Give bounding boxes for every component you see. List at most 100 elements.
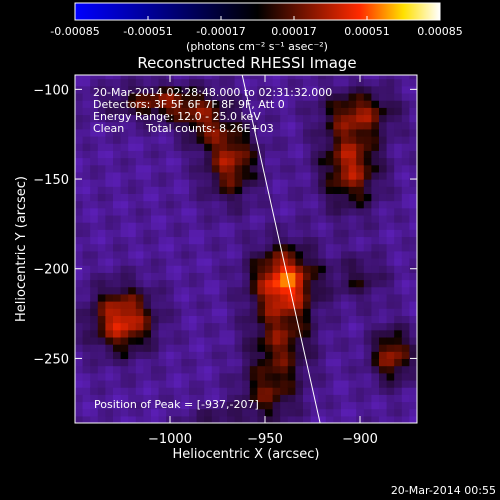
heatmap-cell	[97, 164, 106, 173]
heatmap-cell	[363, 207, 372, 216]
heatmap-cell	[158, 121, 167, 130]
heatmap-cell	[356, 85, 365, 94]
heatmap-cell	[82, 214, 91, 223]
heatmap-cell	[143, 193, 152, 202]
heatmap-cell	[371, 308, 380, 316]
heatmap-cell	[143, 150, 152, 159]
heatmap-cell	[135, 250, 144, 259]
heatmap-cell	[113, 186, 122, 194]
heatmap-cell	[295, 193, 304, 202]
heatmap-cell	[211, 107, 220, 116]
heatmap-cell	[318, 157, 327, 166]
heatmap-cell	[287, 336, 296, 345]
heatmap-cell	[409, 387, 417, 395]
heatmap-cell	[310, 308, 319, 316]
heatmap-cell	[181, 107, 190, 116]
heatmap-cell	[280, 293, 289, 302]
heatmap-cell	[113, 358, 122, 367]
heatmap-cell	[90, 286, 99, 295]
heatmap-cell	[265, 415, 274, 423]
heatmap-cell	[173, 272, 182, 281]
heatmap-cell	[371, 179, 380, 187]
heatmap-cell	[219, 78, 228, 87]
heatmap-cell	[356, 143, 365, 151]
heatmap-cell	[379, 179, 388, 187]
heatmap-cell	[287, 164, 296, 173]
heatmap-cell	[135, 200, 144, 209]
heatmap-cell	[166, 344, 175, 352]
heatmap-cell	[303, 408, 312, 417]
heatmap-cell	[90, 150, 99, 159]
heatmap-cell	[348, 286, 357, 295]
heatmap-cell	[151, 336, 160, 345]
heatmap-cell	[90, 157, 99, 166]
heatmap-cell	[379, 78, 388, 87]
heatmap-cell	[211, 243, 220, 252]
heatmap-cell	[105, 128, 114, 137]
heatmap-cell	[143, 272, 152, 281]
heatmap-cell	[356, 365, 365, 374]
heatmap-cell	[189, 265, 198, 273]
heatmap-cell	[151, 387, 160, 395]
heatmap-cell	[272, 107, 281, 116]
heatmap-cell	[196, 257, 205, 266]
heatmap-cell	[242, 107, 251, 116]
heatmap-cell	[97, 265, 106, 273]
heatmap-cell	[379, 408, 388, 417]
heatmap-cell	[257, 121, 266, 130]
heatmap-cell	[97, 315, 106, 324]
heatmap-cell	[303, 179, 312, 187]
heatmap-cell	[265, 114, 274, 123]
axis-ticks: −1000 −950 −900−100−150−200−250	[33, 75, 417, 447]
heatmap-cell	[318, 200, 327, 209]
heatmap-cell	[90, 164, 99, 173]
heatmap-cell	[143, 336, 152, 345]
heatmap-cell	[75, 121, 84, 130]
heatmap-cell	[379, 265, 388, 273]
heatmap-cell	[272, 179, 281, 187]
heatmap-cell	[333, 186, 342, 194]
heatmap-cell	[310, 301, 319, 309]
heatmap-cell	[90, 372, 99, 381]
heatmap-cell	[287, 207, 296, 216]
heatmap-cell	[211, 214, 220, 223]
heatmap-cell	[287, 365, 296, 374]
heatmap-cell	[105, 308, 114, 316]
heatmap-cell	[386, 351, 395, 360]
heatmap-cell	[128, 344, 137, 352]
heatmap-cell	[158, 135, 167, 144]
heatmap-cell	[151, 279, 160, 288]
heatmap-cell	[280, 114, 289, 123]
heatmap-cell	[310, 222, 319, 230]
heatmap-cell	[249, 243, 258, 252]
heatmap-cell	[211, 92, 220, 101]
heatmap-cell	[242, 135, 251, 144]
heatmap-cell	[386, 293, 395, 302]
heatmap-cell	[113, 207, 122, 216]
heatmap-cell	[249, 100, 258, 108]
heatmap-cell	[287, 135, 296, 144]
heatmap-cell	[249, 394, 258, 403]
heatmap-cell	[409, 78, 417, 87]
heatmap-cell	[272, 92, 281, 101]
heatmap-cell	[318, 265, 327, 273]
heatmap-cell	[211, 401, 220, 410]
heatmap-cell	[242, 222, 251, 230]
heatmap-cell	[249, 301, 258, 309]
heatmap-cell	[90, 272, 99, 281]
heatmap-cell	[242, 401, 251, 410]
heatmap-cell	[143, 286, 152, 295]
heatmap-cell	[219, 301, 228, 309]
heatmap-cell	[227, 229, 236, 238]
heatmap-cell	[128, 315, 137, 324]
heatmap-cell	[272, 75, 281, 80]
heatmap-cell	[265, 128, 274, 137]
heatmap-cell	[371, 236, 380, 245]
heatmap-cell	[219, 315, 228, 324]
heatmap-cell	[363, 157, 372, 166]
heatmap-cell	[280, 336, 289, 345]
heatmap-cell	[227, 214, 236, 223]
heatmap-cell	[90, 121, 99, 130]
heatmap-cell	[75, 186, 84, 194]
heatmap-cell	[158, 265, 167, 273]
